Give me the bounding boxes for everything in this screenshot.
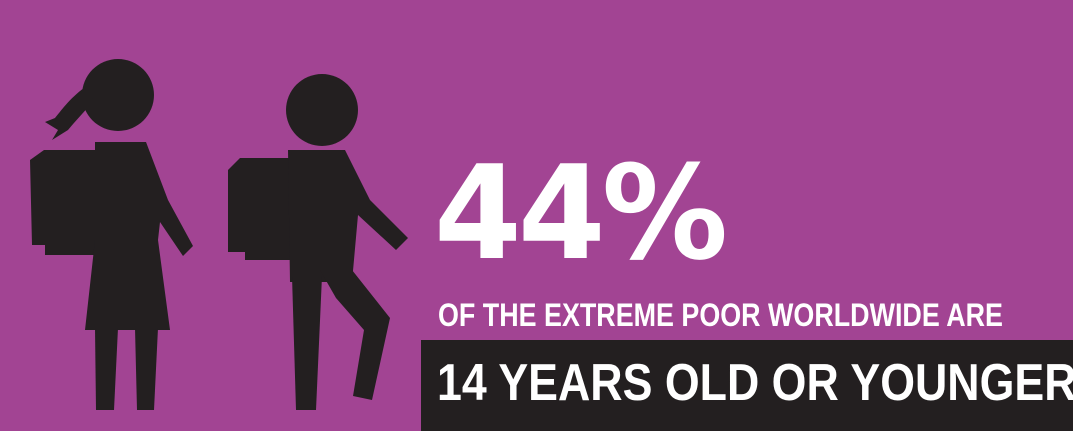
boy-with-backpack-icon [228,74,408,410]
children-illustration [30,59,408,410]
highlight-bar-text: 14 YEARS OLD OR YOUNGER [437,354,1073,412]
highlight-bar: 14 YEARS OLD OR YOUNGER [421,340,1073,431]
headline-subtitle: OF THE EXTREME POOR WORLDWIDE ARE [438,297,1003,333]
girl-with-backpack-icon [30,59,193,410]
headline-percentage: 44% [434,137,728,289]
